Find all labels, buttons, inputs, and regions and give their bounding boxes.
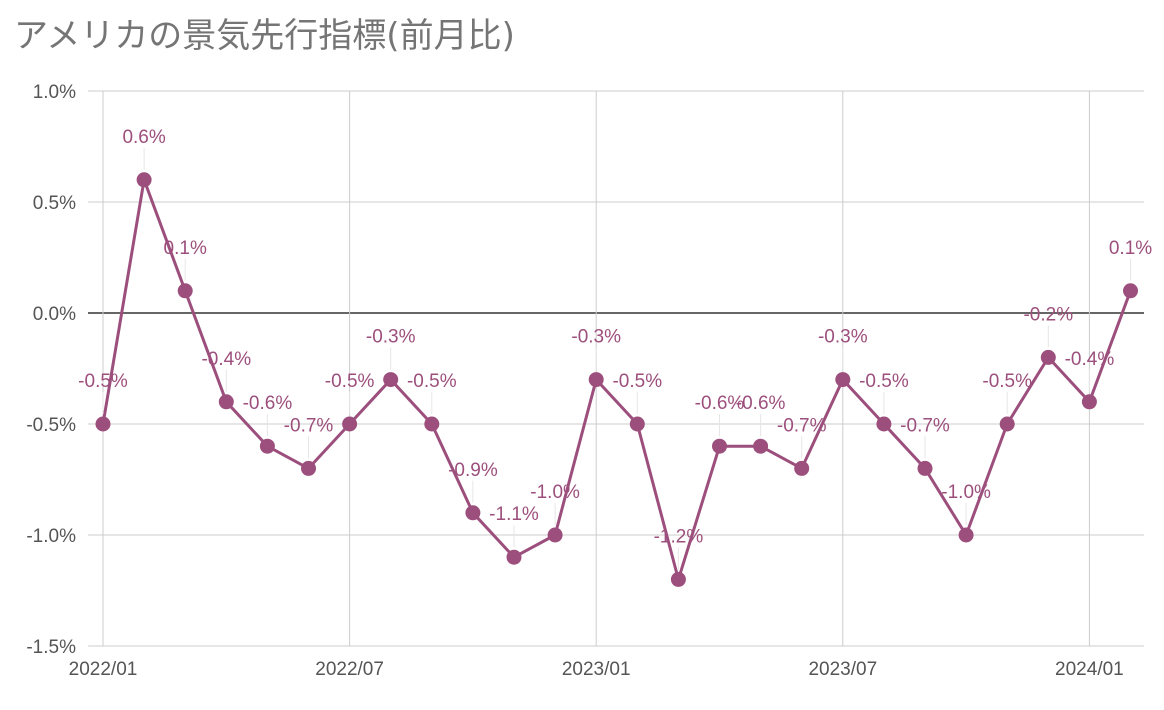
data-point — [999, 416, 1015, 432]
data-point — [753, 438, 769, 454]
data-label: -1.2% — [654, 526, 704, 547]
data-label: -0.5% — [407, 371, 457, 392]
series-path — [101, 178, 1132, 581]
y-tick-label: -1.5% — [26, 637, 76, 658]
data-label: -0.5% — [325, 371, 375, 392]
data-point — [218, 394, 234, 410]
x-tick-label: 2022/01 — [69, 659, 138, 680]
data-point — [1081, 394, 1097, 410]
data-label: 0.1% — [1109, 238, 1152, 259]
data-point — [588, 372, 604, 388]
data-point — [712, 438, 727, 454]
data-label: -0.5% — [982, 371, 1032, 392]
data-point — [301, 460, 316, 476]
y-tick-label: 0.5% — [33, 193, 76, 214]
data-point — [794, 460, 810, 476]
data-label: -1.0% — [941, 482, 991, 503]
x-tick-label: 2024/01 — [1055, 659, 1124, 680]
data-point — [506, 549, 522, 565]
data-label: -0.3% — [818, 327, 868, 348]
data-label: -0.5% — [612, 371, 662, 392]
axes: 1.0% 0.5% 0.0% -0.5% -1.0% -1.5%2022/01 2022/0… — [26, 82, 1123, 680]
data-label: -0.7% — [900, 415, 950, 436]
series-line — [95, 172, 1138, 587]
data-point — [259, 438, 275, 454]
data-label: -1.1% — [489, 504, 539, 525]
y-tick-label: 1.0% — [33, 82, 76, 103]
data-point — [465, 505, 481, 521]
data-label: -0.6% — [243, 393, 293, 414]
data-point — [342, 416, 358, 432]
data-point — [876, 416, 892, 432]
x-tick-label: 2023/07 — [808, 659, 877, 680]
data-label: -0.3% — [366, 327, 416, 348]
y-tick-label: 0.0% — [33, 304, 76, 325]
x-tick-label: 2023/01 — [562, 659, 631, 680]
data-label: -1.0% — [530, 482, 580, 503]
data-label: -0.3% — [571, 327, 621, 348]
data-label: -0.4% — [201, 349, 251, 370]
data-label: -0.7% — [777, 415, 827, 436]
data-point — [424, 416, 440, 432]
y-tick-label: -0.5% — [26, 415, 76, 436]
data-label: -0.6% — [736, 393, 786, 414]
data-label: -0.4% — [1065, 349, 1115, 370]
x-tick-label: 2022/07 — [315, 659, 384, 680]
data-label: 0.6% — [122, 127, 165, 148]
data-point — [383, 372, 399, 388]
data-point — [136, 172, 152, 188]
data-point — [1040, 349, 1056, 365]
data-label: -0.5% — [78, 371, 128, 392]
chart-title: アメリカの景気先行指標(前月比) — [14, 16, 515, 56]
data-label: -0.9% — [448, 460, 498, 481]
data-label: -0.6% — [695, 393, 745, 414]
data-label: -0.2% — [1023, 304, 1073, 325]
data-point — [95, 416, 111, 432]
data-point — [670, 571, 686, 587]
data-label: -0.7% — [284, 415, 334, 436]
data-point — [177, 283, 193, 299]
data-label: -0.5% — [859, 371, 909, 392]
data-label: 0.1% — [164, 238, 207, 259]
data-point — [1123, 283, 1138, 299]
data-point — [547, 527, 563, 543]
data-point — [917, 460, 933, 476]
data-point — [629, 416, 645, 432]
data-point — [958, 527, 974, 543]
y-tick-label: -1.0% — [26, 526, 76, 547]
data-point — [835, 372, 851, 388]
data-labels: -0.5%0.6%0.1%-0.4%-0.6%-0.7%-0.5%-0.3%-0… — [78, 127, 1152, 570]
